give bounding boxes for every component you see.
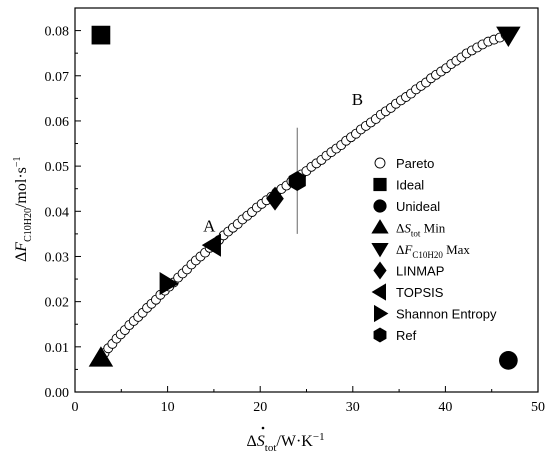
point-ref: [288, 171, 306, 191]
label-subscript: C10H20: [23, 208, 34, 242]
legend-marker: [371, 219, 389, 234]
point-shannon-entropy: [159, 272, 179, 296]
plot-area-border: [74, 7, 539, 393]
label-delta: Δ: [396, 242, 404, 257]
label-exponent: −1: [313, 431, 325, 443]
legend-label: TOPSIS: [396, 285, 444, 300]
special-points: [88, 25, 521, 370]
y-tick-label: 0.04: [45, 205, 70, 220]
y-tick-label: 0.03: [45, 250, 70, 265]
axis-ticks: 0 10 20 30 40 50 0.00 0.01 0.02 0.03 0.04 0.05 0.06 0…: [45, 25, 546, 415]
legend-label: Ideal: [396, 178, 424, 193]
point--f-c10h20-max: [496, 26, 521, 48]
y-tick-label: 0.05: [45, 160, 70, 175]
legend-label: Unideal: [396, 199, 440, 214]
legend-marker: [373, 327, 387, 343]
label-delta: Δ: [13, 252, 30, 262]
y-axis-title: ΔFC10H20/mol·s−1: [12, 156, 34, 262]
region-label-b: B: [352, 90, 363, 109]
point-ideal: [91, 25, 111, 45]
y-axis-title-group: ΔFC10H20/mol·s−1: [12, 156, 34, 262]
label-delta: Δ: [247, 433, 257, 450]
point-linmap: [266, 186, 284, 211]
legend-marker: [374, 157, 386, 169]
label-symbol: S: [257, 433, 265, 450]
y-tick-label: 0.00: [45, 386, 70, 401]
legend-label: Pareto: [396, 156, 434, 171]
legend-label: LINMAP: [396, 264, 444, 279]
label-rest: Max: [443, 242, 471, 257]
x-tick-label: 0: [72, 400, 79, 415]
y-tick-label: 0.02: [45, 296, 70, 311]
label-rest: Min: [420, 221, 445, 236]
legend-label: ΔFC10H20 Max: [396, 242, 470, 260]
legend-marker: [371, 283, 386, 301]
label-symbol: S: [404, 221, 411, 236]
legend-marker: [374, 304, 389, 323]
label-rest: /mol·s: [13, 167, 30, 208]
legend-label: Ref: [396, 328, 417, 343]
region-label-a: A: [203, 217, 216, 236]
label-subscript: tot: [265, 442, 277, 454]
legend-marker: [373, 177, 387, 192]
x-tick-label: 20: [253, 400, 267, 415]
y-tick-label: 0.07: [45, 70, 70, 85]
point-topsis: [201, 233, 221, 257]
x-axis-title-dot: [261, 426, 265, 430]
label-subscript: C10H20: [412, 250, 443, 260]
x-tick-label: 40: [438, 400, 452, 415]
label-delta: Δ: [396, 221, 404, 236]
y-tick-label: 0.08: [45, 25, 70, 40]
label-rest: /W·K: [276, 433, 313, 450]
legend-marker: [373, 261, 387, 280]
point-unideal: [499, 351, 518, 370]
region-labels: AB: [203, 90, 363, 235]
legend-label: ΔStot Min: [396, 221, 446, 239]
label-symbol: F: [13, 242, 30, 253]
legend-marker: [373, 199, 387, 213]
y-tick-label: 0.01: [45, 341, 70, 356]
label-exponent: −1: [12, 156, 23, 167]
legend-label: Shannon Entropy: [396, 307, 497, 322]
label-symbol: F: [403, 242, 413, 257]
x-tick-label: 50: [531, 400, 545, 415]
label-subscript: tot: [411, 228, 421, 238]
x-axis-title: ΔStot/W·K−1: [247, 431, 325, 454]
point--s-tot-min: [88, 346, 114, 367]
legend-marker: [371, 243, 389, 258]
x-tick-label: 30: [346, 400, 360, 415]
plot-frame: [74, 7, 539, 393]
y-tick-label: 0.06: [45, 115, 70, 130]
x-tick-label: 10: [161, 400, 175, 415]
